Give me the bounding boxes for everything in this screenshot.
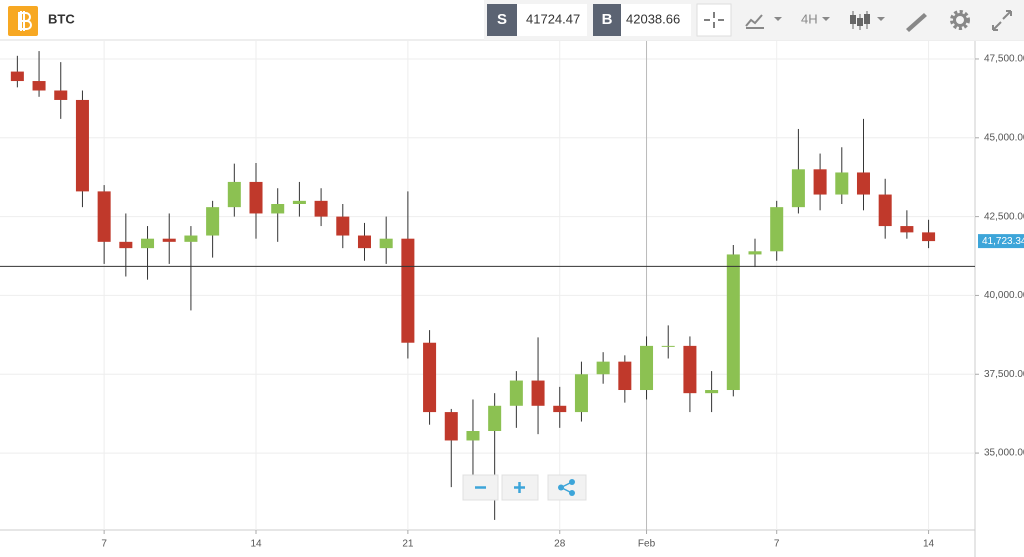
chart-type-button[interactable] [745, 14, 764, 29]
drawing-button[interactable] [904, 13, 927, 32]
sell-price-box [517, 4, 587, 36]
y-tick-label: 40,000.00 [984, 290, 1024, 301]
symbol: BTC [48, 11, 75, 26]
y-tick-label: 47,500.00 [984, 54, 1024, 65]
chart: 35,000.00 37,500.00 40,000.00 42,500.00 45,0… [0, 41, 1024, 557]
sell-button[interactable] [487, 4, 517, 36]
dropdown-arrow [774, 17, 782, 21]
candle-body [292, 200, 306, 204]
y-tick-label: 45,000.00 [984, 132, 1024, 143]
buy-price: 42038.66 [626, 11, 680, 26]
y-axis-panel [975, 41, 1024, 557]
candle-body [705, 390, 719, 394]
candle-body [726, 254, 740, 391]
sell-price: 41724.47 [526, 11, 580, 26]
candle-body [249, 181, 263, 214]
toolbar: BTC S 41724.47 B 42038.66 4H [0, 0, 1024, 41]
candle-body [32, 81, 46, 91]
dropdown-arrow [822, 17, 830, 21]
share-button[interactable] [547, 474, 587, 501]
candle-body [54, 90, 68, 100]
interval-button[interactable]: 4H [801, 11, 818, 26]
candle-body [10, 71, 24, 82]
candle-style-button[interactable] [850, 11, 870, 30]
candle-body [488, 405, 502, 432]
candle-body [553, 405, 567, 413]
candle-body [119, 241, 133, 249]
crosshair-icon [704, 12, 724, 28]
candle-body [683, 345, 697, 394]
candle-body [336, 216, 350, 236]
candle-body [770, 207, 784, 252]
candle-body [379, 238, 393, 249]
buy-label: B [602, 11, 613, 28]
candle-body [835, 172, 849, 195]
candle-body [531, 380, 545, 406]
candle-body [206, 207, 220, 236]
candle-body [162, 238, 176, 242]
candle-body [75, 99, 89, 192]
candle-body [900, 226, 914, 233]
candle-body [509, 380, 523, 406]
candle-body [878, 194, 892, 227]
settings-button[interactable] [950, 10, 970, 30]
share-icon [558, 479, 575, 496]
x-tick-label: 21 [402, 539, 414, 550]
candle-body [271, 204, 285, 214]
candle-body [748, 251, 762, 255]
candle-body [574, 374, 588, 413]
y-tick-label: 42,500.00 [984, 211, 1024, 222]
x-tick-label: 28 [554, 539, 566, 550]
candle-body [813, 169, 827, 195]
sell-label: S [497, 11, 507, 28]
candle-body [357, 235, 371, 249]
last-price-tag [978, 234, 1024, 249]
fullscreen-button[interactable] [992, 10, 1012, 31]
x-tick-label: 14 [923, 539, 935, 550]
candle-body [184, 235, 198, 242]
candle-body [314, 200, 328, 217]
btc-glyph [18, 11, 32, 31]
x-tick-label: 7 [101, 539, 107, 550]
y-tick-label: 37,500.00 [984, 369, 1024, 380]
last-price-label: 41,723.34 [982, 236, 1024, 247]
candle-body [97, 191, 111, 242]
x-tick-label: Feb [638, 539, 656, 550]
plus-icon [514, 482, 525, 493]
candle-body [791, 169, 805, 208]
candle-body [227, 181, 241, 208]
buy-button[interactable] [593, 4, 621, 36]
candle-body [661, 345, 675, 347]
zoom-controls [462, 474, 587, 501]
x-tick-label: 7 [774, 539, 780, 550]
candle-body [922, 232, 936, 242]
candle-body [596, 361, 610, 375]
crosshair-button[interactable] [696, 3, 732, 37]
x-tick-label: 14 [250, 539, 262, 550]
buy-price-box [621, 4, 691, 36]
candle-body [856, 172, 870, 195]
candle-body [640, 345, 654, 391]
dropdown-arrow [877, 17, 885, 21]
y-tick-label: 35,000.00 [984, 448, 1024, 459]
candle-body [444, 412, 458, 441]
candle-body [466, 431, 480, 441]
candle-body [141, 238, 155, 249]
candle-body [618, 361, 632, 391]
candle-body [423, 342, 437, 413]
candle-body [401, 238, 415, 343]
